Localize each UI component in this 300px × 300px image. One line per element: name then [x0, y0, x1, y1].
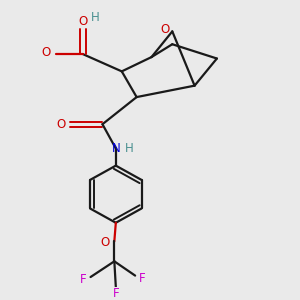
Text: H: H: [91, 11, 99, 24]
Text: O: O: [56, 118, 65, 131]
Text: F: F: [112, 287, 119, 300]
Text: F: F: [80, 273, 86, 286]
Text: O: O: [101, 236, 110, 249]
Text: O: O: [41, 46, 51, 59]
Text: F: F: [139, 272, 146, 285]
Text: O: O: [160, 23, 170, 37]
Text: N: N: [111, 142, 120, 155]
Text: H: H: [125, 142, 134, 155]
Text: O: O: [79, 15, 88, 28]
